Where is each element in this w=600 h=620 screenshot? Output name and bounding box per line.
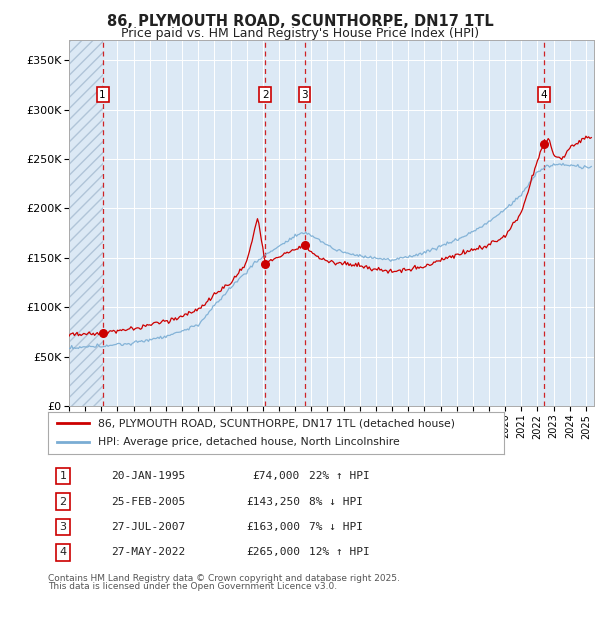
Text: 2: 2 [262,90,269,100]
Text: 2: 2 [59,497,67,507]
Text: 4: 4 [541,90,548,100]
Text: HPI: Average price, detached house, North Lincolnshire: HPI: Average price, detached house, Nort… [98,438,400,448]
Text: £143,250: £143,250 [246,497,300,507]
Text: 25-FEB-2005: 25-FEB-2005 [111,497,185,507]
Text: 7% ↓ HPI: 7% ↓ HPI [309,522,363,532]
Text: 20-JAN-1995: 20-JAN-1995 [111,471,185,481]
Text: £74,000: £74,000 [253,471,300,481]
Text: 86, PLYMOUTH ROAD, SCUNTHORPE, DN17 1TL (detached house): 86, PLYMOUTH ROAD, SCUNTHORPE, DN17 1TL … [98,418,455,428]
Text: Price paid vs. HM Land Registry's House Price Index (HPI): Price paid vs. HM Land Registry's House … [121,27,479,40]
Text: 22% ↑ HPI: 22% ↑ HPI [309,471,370,481]
Text: This data is licensed under the Open Government Licence v3.0.: This data is licensed under the Open Gov… [48,582,337,591]
Text: Contains HM Land Registry data © Crown copyright and database right 2025.: Contains HM Land Registry data © Crown c… [48,574,400,583]
Text: 1: 1 [59,471,67,481]
Text: £163,000: £163,000 [246,522,300,532]
Bar [69,40,103,406]
Text: 4: 4 [59,547,67,557]
Text: 86, PLYMOUTH ROAD, SCUNTHORPE, DN17 1TL: 86, PLYMOUTH ROAD, SCUNTHORPE, DN17 1TL [107,14,493,29]
Text: 27-MAY-2022: 27-MAY-2022 [111,547,185,557]
Text: 3: 3 [301,90,308,100]
Text: £265,000: £265,000 [246,547,300,557]
Text: 12% ↑ HPI: 12% ↑ HPI [309,547,370,557]
Text: 3: 3 [59,522,67,532]
Text: 27-JUL-2007: 27-JUL-2007 [111,522,185,532]
Text: 1: 1 [99,90,106,100]
Text: 8% ↓ HPI: 8% ↓ HPI [309,497,363,507]
